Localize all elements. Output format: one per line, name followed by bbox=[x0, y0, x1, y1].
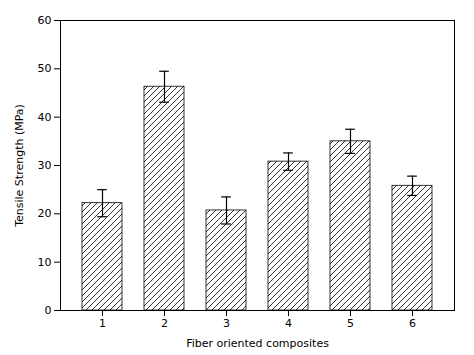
svg-text:Fiber oriented composites: Fiber oriented composites bbox=[186, 337, 329, 350]
svg-text:4: 4 bbox=[285, 317, 292, 330]
svg-text:40: 40 bbox=[38, 111, 52, 124]
svg-text:1: 1 bbox=[99, 317, 106, 330]
svg-text:2: 2 bbox=[161, 317, 168, 330]
svg-text:20: 20 bbox=[38, 207, 52, 220]
svg-text:60: 60 bbox=[38, 14, 52, 27]
svg-text:Tensile Strength (MPa): Tensile Strength (MPa) bbox=[13, 104, 26, 228]
svg-text:0: 0 bbox=[45, 304, 52, 317]
svg-text:30: 30 bbox=[38, 159, 52, 172]
svg-text:3: 3 bbox=[223, 317, 230, 330]
svg-text:5: 5 bbox=[347, 317, 354, 330]
svg-text:6: 6 bbox=[409, 317, 416, 330]
svg-text:10: 10 bbox=[38, 256, 52, 269]
svg-text:50: 50 bbox=[38, 62, 52, 75]
